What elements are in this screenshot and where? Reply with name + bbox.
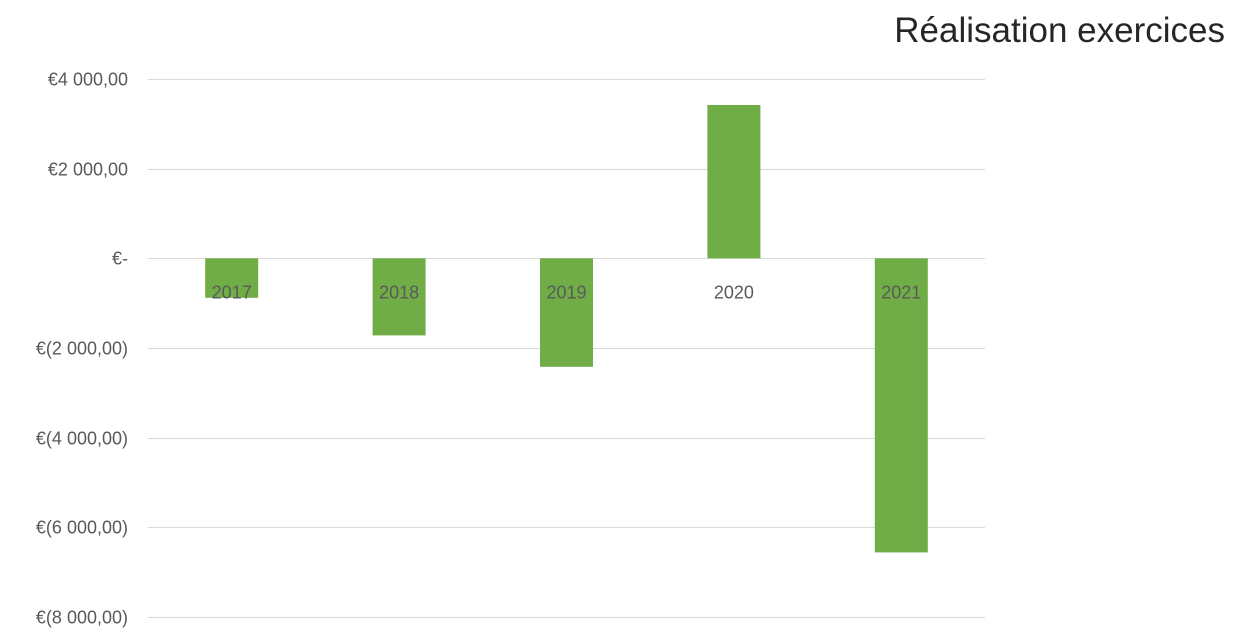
bar-2017 <box>205 258 259 298</box>
chart-title: Réalisation exercices <box>894 11 1225 50</box>
y-tick-label: €(8 000,00) <box>36 608 128 628</box>
y-tick-label: €(6 000,00) <box>36 518 128 538</box>
bar-2021 <box>874 258 928 553</box>
y-tick-label: €2 000,00 <box>48 160 128 180</box>
y-tick-label: €- <box>112 249 128 269</box>
x-category-label: 2018 <box>379 282 419 302</box>
y-tick-label: €4 000,00 <box>48 70 128 90</box>
x-category-label: 2020 <box>714 282 754 302</box>
y-tick-label: €(4 000,00) <box>36 429 128 449</box>
y-tick-label: €(2 000,00) <box>36 339 128 359</box>
bar-2020 <box>707 105 761 259</box>
x-axis-category-labels: 2017 2018 2019 2020 2021 <box>212 282 922 302</box>
x-category-label: 2021 <box>881 282 921 302</box>
x-category-label: 2019 <box>546 282 586 302</box>
bars <box>205 105 928 553</box>
bar-2018 <box>372 258 426 336</box>
bar-2019 <box>540 258 593 367</box>
y-axis-tick-labels: €4 000,00 €2 000,00 €- €(2 000,00) €(4 000,0… <box>36 70 128 628</box>
x-category-label: 2017 <box>212 282 252 302</box>
